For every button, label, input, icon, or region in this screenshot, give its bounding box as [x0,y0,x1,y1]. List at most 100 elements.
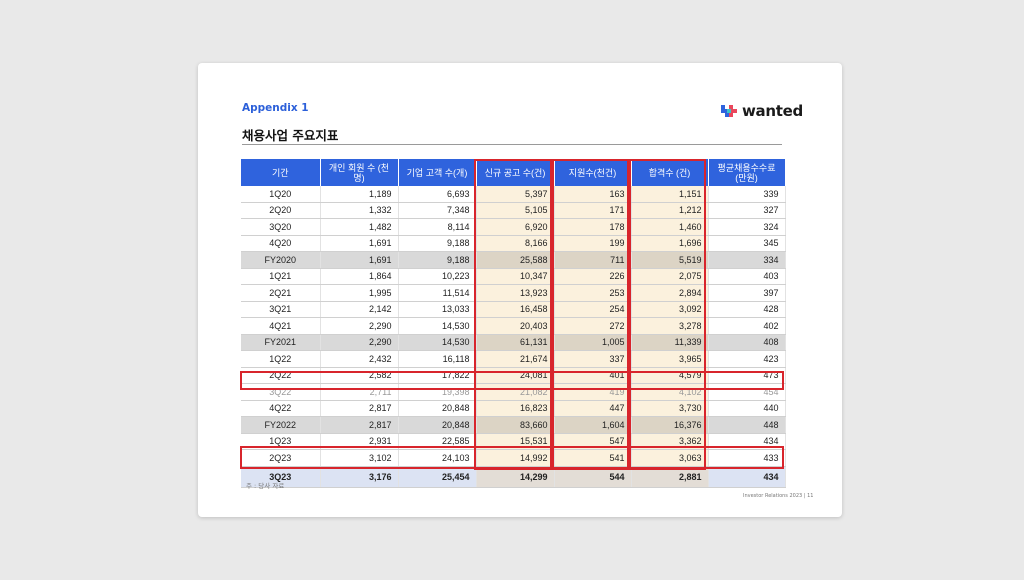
cell-period: 4Q21 [241,317,321,335]
cell-applications: 541 [554,449,632,467]
cell-applications: 337 [554,350,632,368]
cell-fee: 334 [708,251,786,269]
table-row: 1Q21 1,864 10,223 10,347 226 2,075 403 [241,268,786,285]
cell-applications: 253 [554,284,632,302]
logo-text: wanted [742,102,803,120]
cell-clients: 24,103 [398,449,477,467]
cell-clients: 20,848 [398,400,477,417]
header-period: 기간 [241,159,321,186]
source-note: 주 : 당사 자료 [246,482,285,490]
cell-postings: 5,105 [476,202,555,219]
header-clients: 기업 고객 수(개) [398,159,477,186]
cell-members: 2,432 [320,350,399,368]
cell-period: FY2020 [241,251,321,269]
cell-period: 3Q21 [241,301,321,318]
wanted-logo-icon [721,105,737,117]
cell-clients: 9,188 [398,251,477,269]
cell-applications: 401 [554,367,632,384]
cell-fee: 433 [708,449,786,467]
cell-hires: 3,362 [631,433,709,450]
cell-hires: 1,460 [631,218,709,236]
cell-clients: 14,530 [398,317,477,335]
cell-postings: 5,397 [476,186,555,203]
cell-clients: 8,114 [398,218,477,236]
cell-fee: 408 [708,334,786,351]
cell-fee: 345 [708,235,786,252]
table-row: 1Q20 1,189 6,693 5,397 163 1,151 339 [241,186,786,203]
cell-hires: 16,376 [631,416,709,434]
cell-clients: 22,585 [398,433,477,450]
cell-members: 2,582 [320,367,399,384]
table-row: 3Q23 3,176 25,454 14,299 544 2,881 434 [241,466,786,488]
cell-hires: 3,965 [631,350,709,368]
table-row: 4Q21 2,290 14,530 20,403 272 3,278 402 [241,317,786,335]
cell-members: 1,189 [320,186,399,203]
cell-fee: 454 [708,383,786,401]
cell-hires: 3,063 [631,449,709,467]
cell-postings: 6,920 [476,218,555,236]
title-divider [242,144,782,145]
cell-clients: 16,118 [398,350,477,368]
cell-clients: 7,348 [398,202,477,219]
cell-clients: 13,033 [398,301,477,318]
cell-period: 3Q23 [241,466,321,488]
cell-postings: 16,823 [476,400,555,417]
cell-postings: 13,923 [476,284,555,302]
cell-members: 3,176 [320,466,399,488]
cell-applications: 254 [554,301,632,318]
cell-hires: 1,212 [631,202,709,219]
cell-fee: 434 [708,466,786,488]
cell-applications: 163 [554,186,632,203]
cell-hires: 3,278 [631,317,709,335]
cell-fee: 473 [708,367,786,384]
header-fee: 평균채용수수료 (만원) [708,159,786,186]
slide: Appendix 1 wanted 채용사업 주요지표 기간 개인 회원 수 (… [198,63,842,517]
cell-fee: 339 [708,186,786,203]
cell-period: 2Q21 [241,284,321,302]
cell-members: 1,864 [320,268,399,285]
appendix-label: Appendix 1 [242,102,309,114]
table-row: FY2020 1,691 9,188 25,588 711 5,519 334 [241,251,786,269]
cell-postings: 61,131 [476,334,555,351]
cell-period: 1Q22 [241,350,321,368]
cell-hires: 3,092 [631,301,709,318]
cell-postings: 20,403 [476,317,555,335]
cell-hires: 1,151 [631,186,709,203]
wanted-logo: wanted [718,100,803,122]
cell-clients: 6,693 [398,186,477,203]
table-header-row: 기간 개인 회원 수 (천명) 기업 고객 수(개) 신규 공고 수(건) 지원… [241,159,786,186]
cell-hires: 5,519 [631,251,709,269]
table-row: 2Q23 3,102 24,103 14,992 541 3,063 433 [241,449,786,467]
cell-postings: 14,992 [476,449,555,467]
cell-period: 1Q21 [241,268,321,285]
cell-clients: 17,822 [398,367,477,384]
cell-applications: 178 [554,218,632,236]
cell-applications: 199 [554,235,632,252]
cell-period: 2Q20 [241,202,321,219]
cell-postings: 24,081 [476,367,555,384]
cell-hires: 11,339 [631,334,709,351]
cell-period: FY2021 [241,334,321,351]
cell-postings: 8,166 [476,235,555,252]
cell-postings: 21,082 [476,383,555,401]
table-row: FY2022 2,817 20,848 83,660 1,604 16,376 448 [241,416,786,434]
cell-fee: 397 [708,284,786,302]
cell-applications: 1,604 [554,416,632,434]
cell-members: 3,102 [320,449,399,467]
table-row: 1Q23 2,931 22,585 15,531 547 3,362 434 [241,433,786,450]
cell-clients: 14,530 [398,334,477,351]
cell-clients: 11,514 [398,284,477,302]
cell-hires: 2,881 [631,466,709,488]
header-members: 개인 회원 수 (천명) [320,159,399,186]
cell-period: 4Q22 [241,400,321,417]
cell-hires: 1,696 [631,235,709,252]
cell-applications: 544 [554,466,632,488]
cell-postings: 14,299 [476,466,555,488]
cell-applications: 419 [554,383,632,401]
cell-applications: 1,005 [554,334,632,351]
cell-members: 2,931 [320,433,399,450]
cell-fee: 327 [708,202,786,219]
cell-applications: 547 [554,433,632,450]
cell-fee: 434 [708,433,786,450]
cell-clients: 10,223 [398,268,477,285]
